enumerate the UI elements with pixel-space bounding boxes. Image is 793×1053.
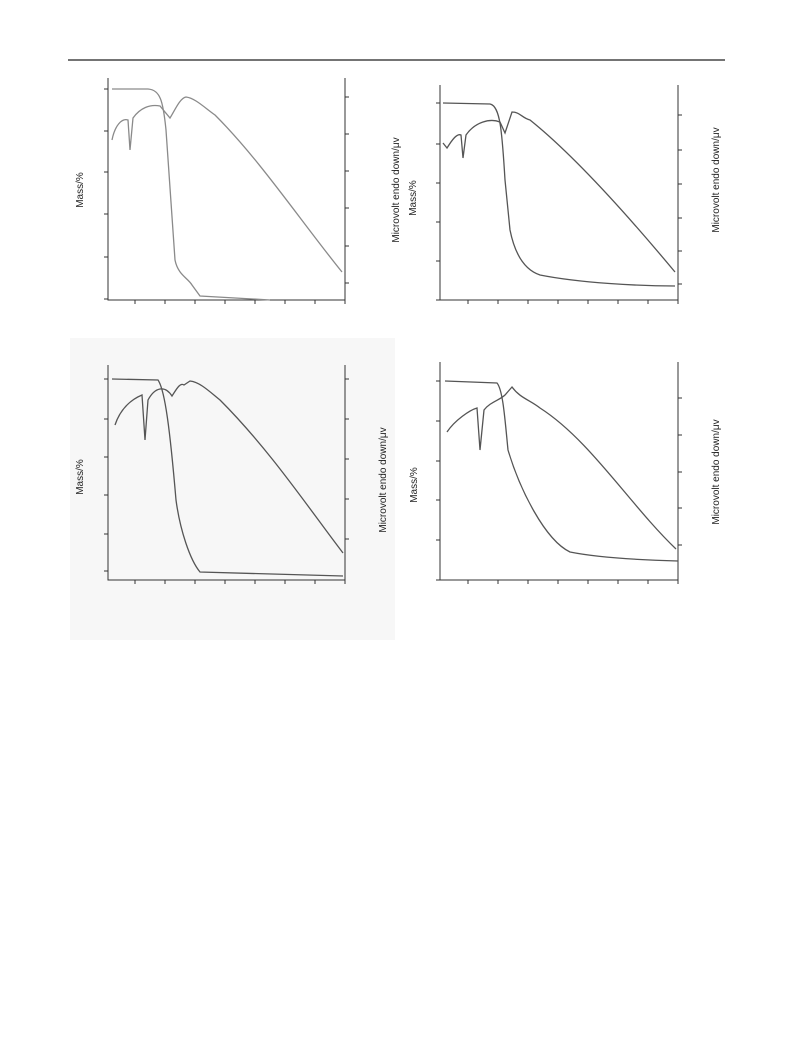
panel-2: Mass/% Microvolt endo down/μv [408, 85, 722, 304]
figure-background [70, 338, 395, 640]
mass-curve [444, 380, 679, 562]
dta-curve [442, 111, 676, 273]
panel-4: Mass/% Microvolt endo down/μv [409, 362, 722, 584]
mass-curve [111, 378, 344, 577]
mass-curve [112, 88, 271, 301]
dta-curve [114, 380, 344, 554]
ticks [436, 380, 682, 584]
y2-axis-label: Microvolt endo down/μv [711, 127, 722, 232]
ticks [436, 102, 682, 304]
ticks [104, 378, 349, 584]
dta-curve [111, 96, 343, 273]
y2-axis-label: Microvolt endo down/μv [378, 427, 389, 532]
plot-frame [439, 362, 679, 581]
y-axis-label: Mass/% [75, 459, 86, 495]
panel-3: Mass/% Microvolt endo down/μv [75, 365, 389, 584]
y2-axis-label: Microvolt endo down/μv [391, 137, 402, 242]
y-axis-label: Mass/% [409, 467, 420, 503]
ticks [104, 88, 349, 304]
plot-frame [439, 85, 679, 301]
plot-frame [107, 78, 346, 301]
y-axis-label: Mass/% [75, 172, 86, 208]
y2-axis-label: Microvolt endo down/μv [711, 419, 722, 524]
mass-curve [442, 102, 676, 287]
panel-1: Mass/% Microvolt endo down/μv [75, 78, 402, 304]
dta-curve [446, 385, 677, 550]
y-axis-label: Mass/% [408, 180, 419, 216]
plot-frame [107, 365, 346, 581]
